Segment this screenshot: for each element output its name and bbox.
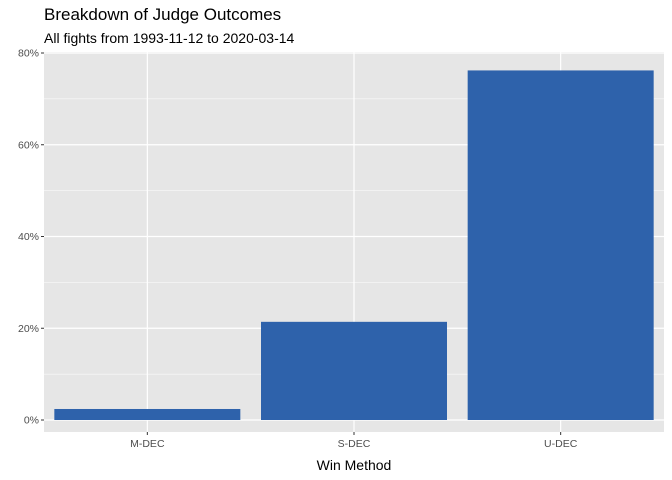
bar-m-dec: [54, 408, 241, 420]
bars: [54, 70, 654, 421]
x-tick-label: M-DEC: [130, 438, 165, 450]
chart-title: Breakdown of Judge Outcomes: [44, 5, 282, 24]
y-axis: 0% 20% 40% 60% 80%: [18, 48, 44, 427]
y-tick-label: 0%: [24, 415, 39, 427]
x-tick-label: S-DEC: [338, 438, 371, 450]
x-tick-label: U-DEC: [544, 438, 578, 450]
y-tick-label: 40%: [18, 231, 39, 243]
bar-s-dec: [261, 321, 447, 420]
y-tick-label: 80%: [18, 48, 39, 60]
x-axis-title: Win Method: [317, 457, 392, 473]
y-tick-label: 20%: [18, 323, 39, 335]
chart-subtitle: All fights from 1993-11-12 to 2020-03-14: [44, 30, 295, 46]
x-axis: M-DEC S-DEC U-DEC: [130, 432, 578, 450]
y-tick-label: 60%: [18, 139, 39, 151]
bar-u-dec: [467, 70, 654, 421]
